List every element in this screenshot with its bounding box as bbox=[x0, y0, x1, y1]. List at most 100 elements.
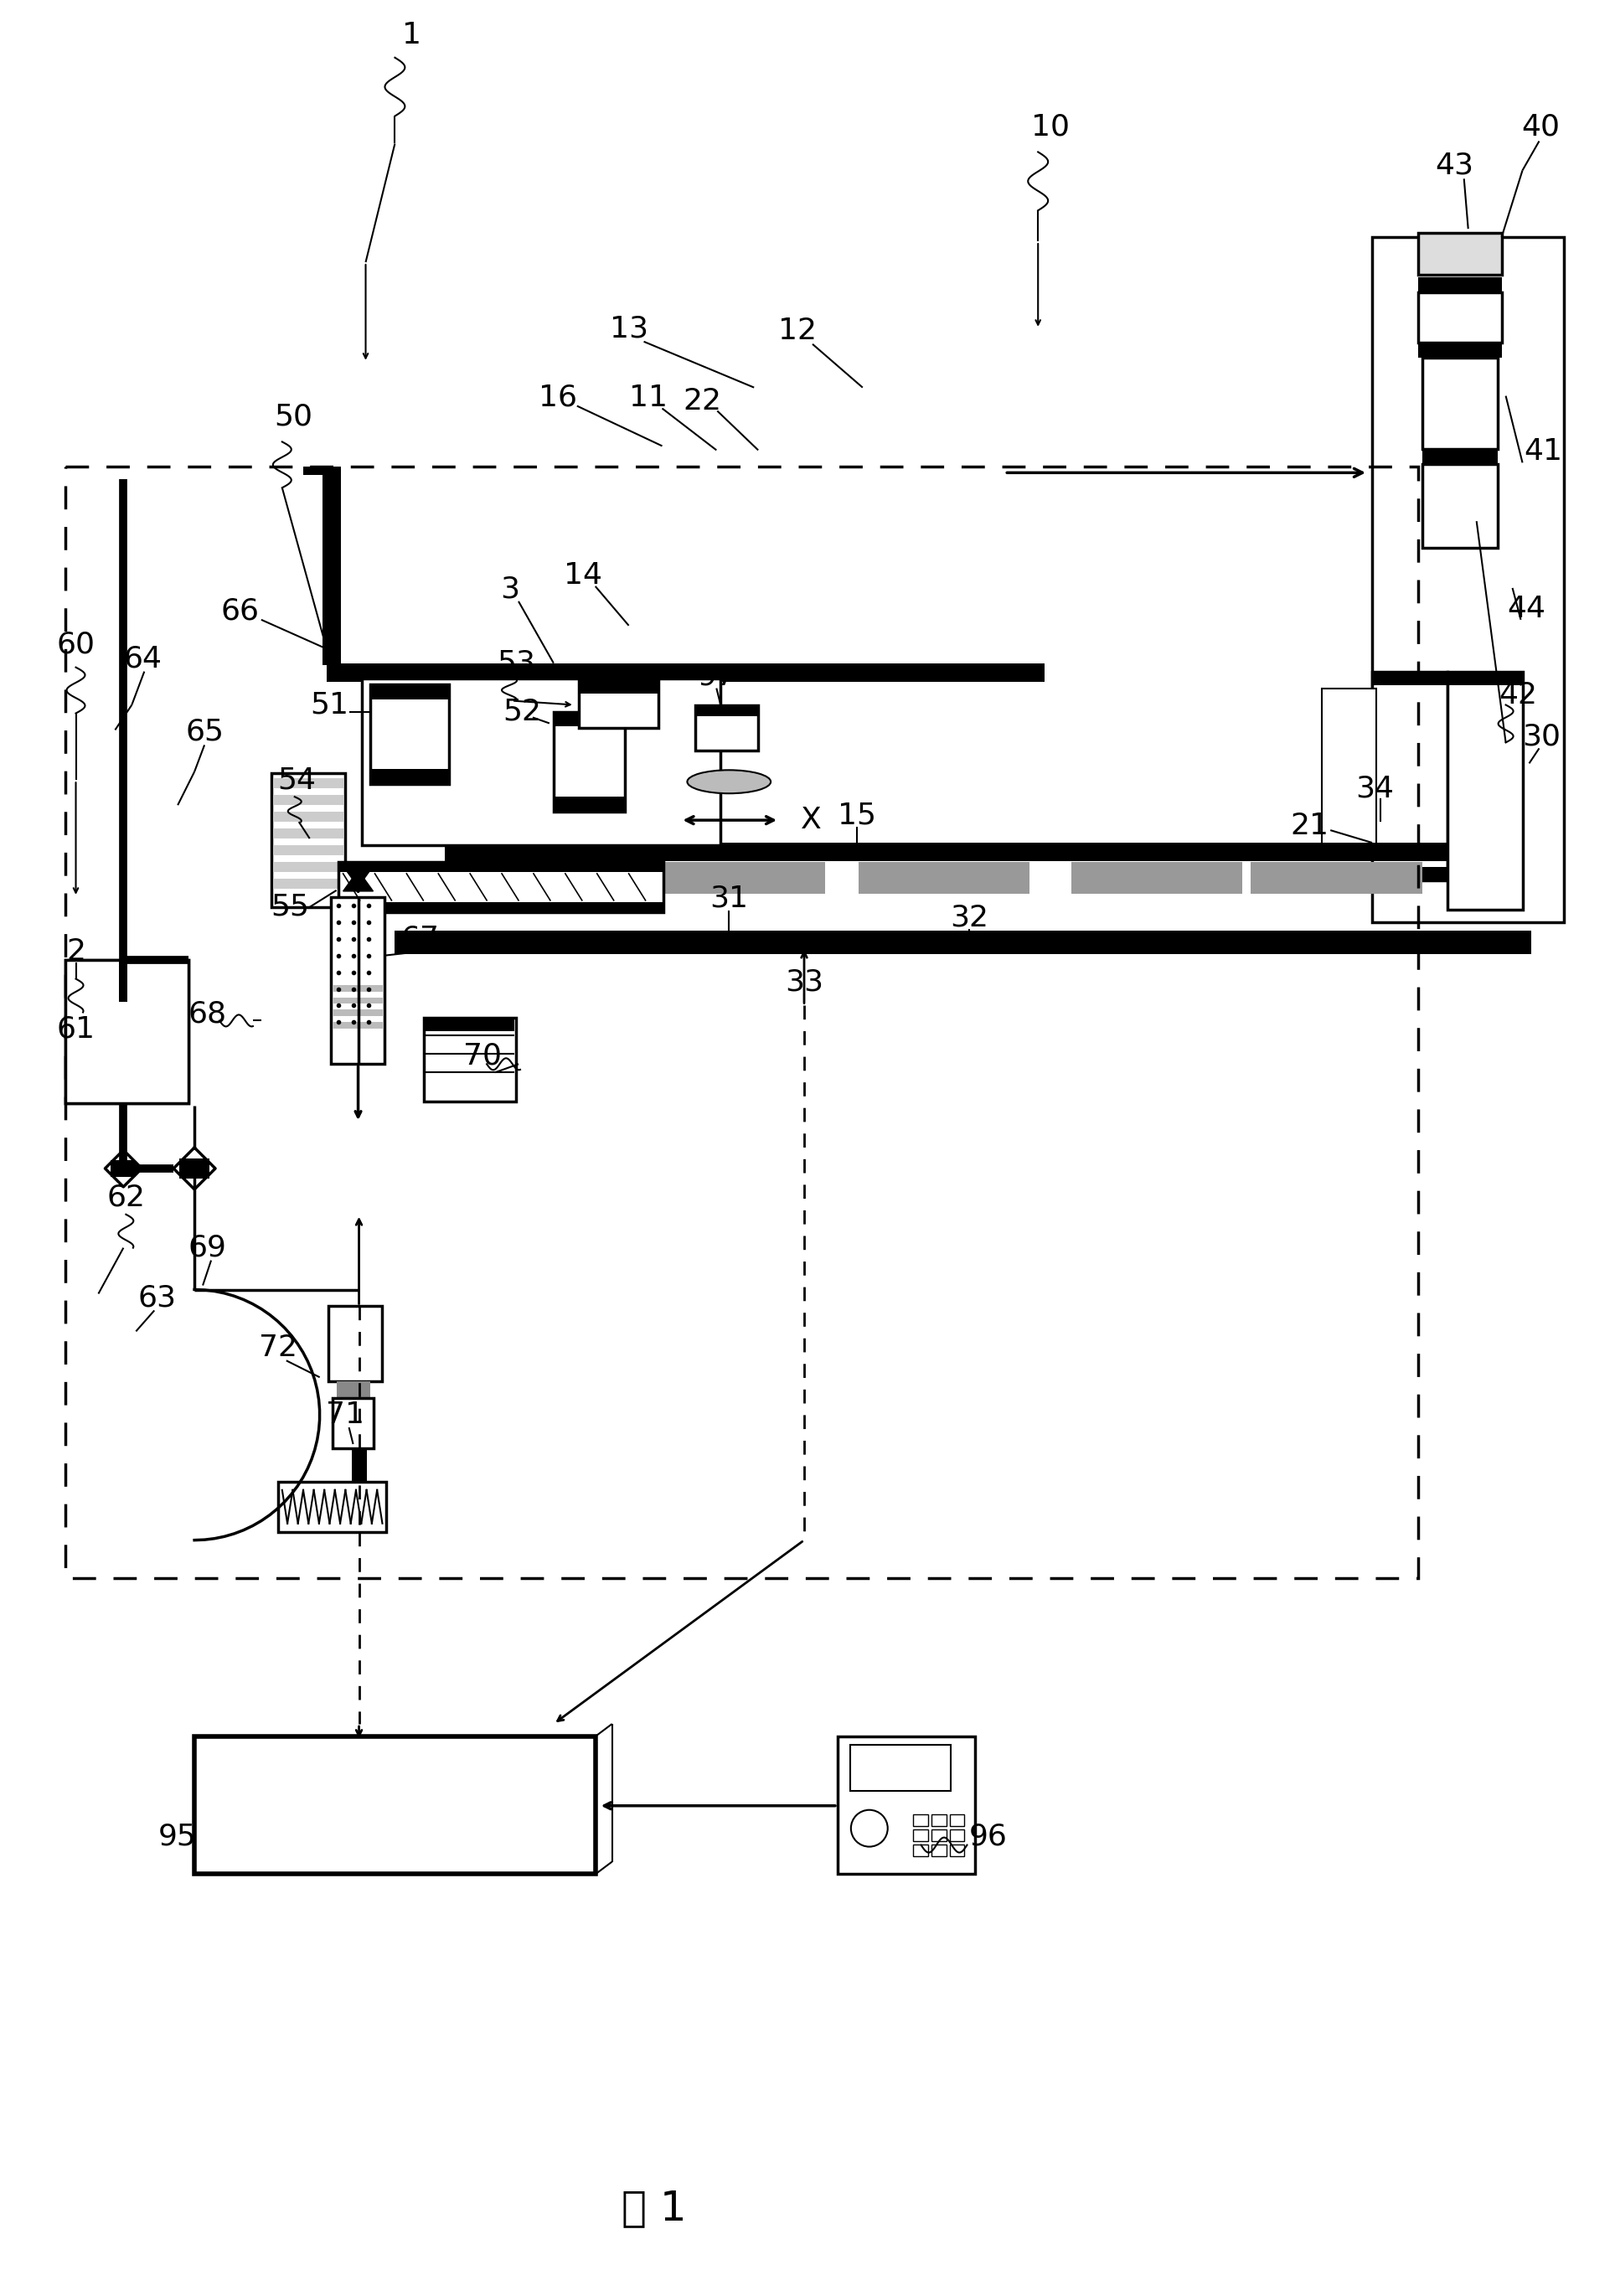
Text: 15: 15 bbox=[838, 801, 875, 829]
Bar bbox=[912, 1844, 927, 1855]
Bar bbox=[1373, 236, 1565, 923]
Bar bbox=[554, 712, 625, 726]
Bar bbox=[273, 813, 342, 822]
Bar bbox=[1423, 464, 1497, 549]
Bar bbox=[912, 1814, 927, 1825]
Ellipse shape bbox=[688, 769, 770, 794]
Bar bbox=[1373, 868, 1447, 879]
Text: 10: 10 bbox=[1032, 113, 1069, 140]
Bar bbox=[66, 1045, 187, 1102]
Text: 64: 64 bbox=[123, 645, 162, 673]
Bar bbox=[370, 684, 449, 698]
Text: 61: 61 bbox=[57, 1015, 95, 1042]
Bar bbox=[273, 861, 342, 872]
Bar bbox=[65, 960, 189, 1104]
Bar bbox=[1423, 358, 1497, 450]
Text: 60: 60 bbox=[57, 631, 95, 659]
Text: 51: 51 bbox=[310, 691, 349, 719]
Text: 69: 69 bbox=[187, 1233, 226, 1263]
Text: 52: 52 bbox=[502, 698, 541, 726]
Bar bbox=[333, 996, 383, 1003]
Bar bbox=[333, 1022, 383, 1029]
Bar bbox=[323, 471, 341, 666]
Text: 63: 63 bbox=[137, 1283, 176, 1313]
Bar bbox=[273, 845, 342, 854]
Bar bbox=[950, 1830, 964, 1841]
Bar bbox=[1071, 861, 1242, 893]
Bar bbox=[338, 902, 664, 912]
Text: 12: 12 bbox=[778, 317, 817, 344]
Bar bbox=[328, 1306, 383, 1382]
Text: 31: 31 bbox=[709, 884, 748, 914]
Bar bbox=[111, 1159, 136, 1178]
Bar bbox=[578, 677, 657, 693]
Bar bbox=[950, 1844, 964, 1855]
Bar bbox=[396, 930, 1531, 953]
Bar bbox=[1323, 689, 1376, 854]
Bar bbox=[65, 960, 189, 1104]
Bar bbox=[554, 797, 625, 813]
Text: 72: 72 bbox=[258, 1334, 297, 1362]
Bar bbox=[950, 1814, 964, 1825]
Text: 42: 42 bbox=[1499, 680, 1537, 709]
Bar bbox=[370, 684, 449, 785]
Text: 43: 43 bbox=[1434, 152, 1473, 179]
Bar bbox=[1252, 861, 1423, 893]
Text: 65: 65 bbox=[186, 716, 224, 746]
Bar bbox=[932, 1830, 946, 1841]
Text: 97: 97 bbox=[698, 661, 736, 691]
Bar bbox=[333, 985, 383, 992]
Bar bbox=[362, 677, 720, 845]
Bar bbox=[1418, 292, 1502, 342]
Text: 95: 95 bbox=[158, 1823, 197, 1851]
Bar bbox=[696, 705, 757, 751]
Bar bbox=[1447, 670, 1523, 684]
Text: 图 1: 图 1 bbox=[622, 2188, 686, 2229]
Bar bbox=[271, 774, 344, 907]
Bar bbox=[849, 1745, 950, 1791]
Bar bbox=[1373, 670, 1447, 684]
Bar bbox=[1447, 670, 1523, 909]
Text: 14: 14 bbox=[564, 560, 602, 590]
Bar bbox=[454, 861, 625, 893]
Text: 40: 40 bbox=[1521, 113, 1560, 140]
Text: 13: 13 bbox=[609, 315, 648, 344]
Text: 50: 50 bbox=[273, 402, 312, 432]
Text: 96: 96 bbox=[969, 1823, 1008, 1851]
Bar bbox=[352, 1449, 367, 1490]
Text: 21: 21 bbox=[1290, 813, 1329, 840]
Bar bbox=[304, 466, 341, 475]
Bar bbox=[1418, 232, 1502, 276]
Bar bbox=[273, 794, 342, 806]
Text: 1: 1 bbox=[402, 21, 422, 48]
Bar bbox=[446, 843, 1447, 861]
Bar bbox=[336, 1382, 370, 1398]
Bar bbox=[654, 861, 825, 893]
Text: 33: 33 bbox=[785, 969, 824, 996]
Text: 53: 53 bbox=[497, 650, 535, 677]
Bar bbox=[1418, 278, 1502, 292]
Bar bbox=[194, 1736, 596, 1874]
Text: 44: 44 bbox=[1507, 595, 1546, 622]
Text: 11: 11 bbox=[628, 383, 667, 411]
Text: 34: 34 bbox=[1355, 774, 1394, 804]
Text: 62: 62 bbox=[107, 1182, 145, 1212]
Bar bbox=[1418, 342, 1502, 358]
Bar bbox=[273, 829, 342, 838]
Text: 22: 22 bbox=[683, 386, 722, 416]
Text: 41: 41 bbox=[1525, 439, 1563, 466]
Text: 68: 68 bbox=[187, 999, 226, 1029]
Text: 54: 54 bbox=[278, 767, 315, 794]
Text: X: X bbox=[801, 806, 820, 833]
Bar bbox=[338, 861, 664, 872]
Text: 2: 2 bbox=[66, 937, 86, 967]
Bar bbox=[273, 778, 342, 788]
Text: 67: 67 bbox=[401, 925, 439, 953]
Bar bbox=[338, 861, 664, 912]
Bar bbox=[333, 1010, 383, 1017]
Bar bbox=[65, 466, 1418, 1577]
Bar bbox=[578, 677, 657, 728]
Bar bbox=[932, 1814, 946, 1825]
Text: 71: 71 bbox=[326, 1401, 363, 1428]
Bar bbox=[838, 1736, 975, 1874]
